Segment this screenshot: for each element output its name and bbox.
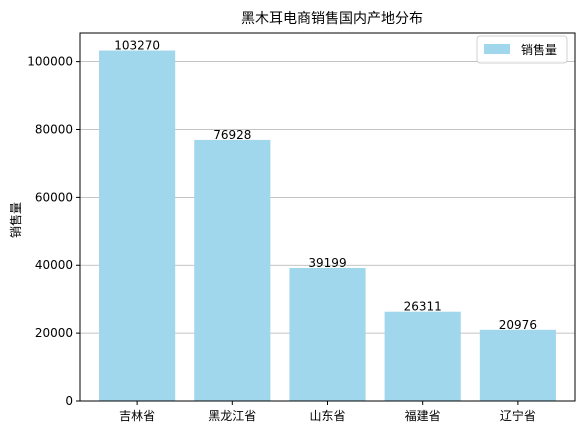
y-tick-label: 100000 <box>27 55 73 69</box>
y-tick-label: 40000 <box>35 258 73 272</box>
legend-swatch <box>484 44 510 54</box>
data-label: 26311 <box>404 300 442 314</box>
x-tick-label: 辽宁省 <box>500 408 536 423</box>
y-tick-label: 80000 <box>35 122 73 136</box>
x-tick-label: 黑龙江省 <box>208 409 256 423</box>
x-axis: 吉林省 黑龙江省 山东省 福建省 辽宁省 <box>119 401 536 423</box>
bar <box>289 267 366 401</box>
legend-label: 销售量 <box>521 42 557 57</box>
y-tick-label: 60000 <box>35 190 73 204</box>
x-tick-label: 吉林省 <box>119 409 155 423</box>
data-label: 103270 <box>114 39 160 53</box>
y-axis-label: 销售量 <box>8 202 23 238</box>
legend: 销售量 <box>476 35 568 64</box>
bar <box>194 139 271 401</box>
bars-layer <box>99 50 556 402</box>
data-label: 20976 <box>499 318 537 332</box>
x-tick-label: 福建省 <box>405 408 441 423</box>
bar <box>99 50 176 402</box>
bar <box>384 311 461 401</box>
data-labels-layer: 103270 76928 39199 26311 20976 <box>114 39 537 332</box>
legend-box <box>476 35 568 64</box>
data-label: 39199 <box>308 256 346 270</box>
y-tick-label: 0 <box>65 394 73 408</box>
chart-title: 黑木耳电商销售国内产地分布 <box>241 11 423 27</box>
bar <box>479 329 556 401</box>
y-axis: 0 20000 40000 60000 80000 100000 <box>27 55 80 408</box>
data-label: 76928 <box>213 128 251 142</box>
y-tick-label: 20000 <box>35 326 73 340</box>
x-tick-label: 山东省 <box>309 409 345 423</box>
